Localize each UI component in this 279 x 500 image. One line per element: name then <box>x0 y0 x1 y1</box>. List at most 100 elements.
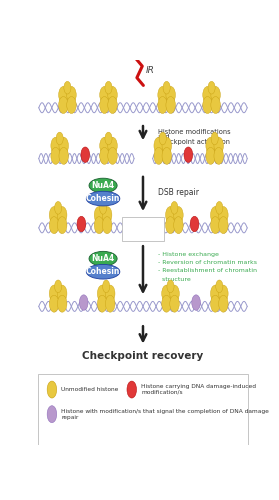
Circle shape <box>77 216 86 232</box>
Ellipse shape <box>89 178 117 193</box>
Circle shape <box>47 381 57 398</box>
Circle shape <box>57 285 67 302</box>
FancyBboxPatch shape <box>39 374 247 446</box>
Circle shape <box>203 96 212 114</box>
Circle shape <box>162 137 172 154</box>
Circle shape <box>174 216 183 234</box>
Circle shape <box>97 285 107 302</box>
Circle shape <box>211 206 220 224</box>
Circle shape <box>94 206 104 224</box>
Circle shape <box>211 132 218 145</box>
Circle shape <box>102 216 112 234</box>
Text: Histone with modification/s that signal the completion of DNA damage repair: Histone with modification/s that signal … <box>61 409 269 420</box>
Circle shape <box>166 86 175 104</box>
Circle shape <box>49 206 59 224</box>
Circle shape <box>211 216 220 234</box>
Circle shape <box>56 132 63 145</box>
Circle shape <box>216 202 223 214</box>
Circle shape <box>94 216 104 234</box>
Text: Histone modifications: Histone modifications <box>158 128 231 134</box>
Circle shape <box>55 280 62 292</box>
Circle shape <box>51 148 60 164</box>
Circle shape <box>59 148 68 164</box>
Circle shape <box>206 137 215 154</box>
Circle shape <box>174 206 183 224</box>
Circle shape <box>105 132 112 145</box>
Ellipse shape <box>86 192 120 206</box>
Circle shape <box>162 285 171 302</box>
Text: - Reestablishment of chromatin: - Reestablishment of chromatin <box>158 268 257 274</box>
Circle shape <box>211 86 220 104</box>
Text: Histone carrying DNA damage-induced modification/s: Histone carrying DNA damage-induced modi… <box>141 384 256 395</box>
Text: structure: structure <box>158 277 191 282</box>
Circle shape <box>57 206 67 224</box>
Circle shape <box>211 285 220 302</box>
Circle shape <box>49 285 59 302</box>
Ellipse shape <box>89 252 117 266</box>
Circle shape <box>59 86 68 104</box>
Circle shape <box>162 295 171 312</box>
Circle shape <box>57 295 67 312</box>
Circle shape <box>57 216 67 234</box>
Circle shape <box>105 82 112 94</box>
Circle shape <box>219 216 228 234</box>
Circle shape <box>105 285 115 302</box>
Circle shape <box>206 148 215 164</box>
Circle shape <box>219 295 228 312</box>
Circle shape <box>165 206 175 224</box>
Circle shape <box>211 295 220 312</box>
Circle shape <box>171 202 178 214</box>
Circle shape <box>170 295 179 312</box>
Bar <box>122 218 164 242</box>
Text: - Reversion of chromatin marks: - Reversion of chromatin marks <box>158 260 257 265</box>
Circle shape <box>166 96 175 114</box>
Circle shape <box>216 280 223 292</box>
Circle shape <box>67 96 76 114</box>
Circle shape <box>79 295 88 310</box>
Circle shape <box>55 202 62 214</box>
Circle shape <box>158 86 167 104</box>
Circle shape <box>49 216 59 234</box>
Text: IR: IR <box>146 66 154 74</box>
Text: - Histone exchange: - Histone exchange <box>158 252 219 256</box>
Circle shape <box>100 96 109 114</box>
Circle shape <box>108 137 117 154</box>
Circle shape <box>154 148 163 164</box>
Circle shape <box>154 137 163 154</box>
Circle shape <box>97 295 107 312</box>
Ellipse shape <box>86 264 120 279</box>
Circle shape <box>59 137 68 154</box>
Circle shape <box>214 137 223 154</box>
Circle shape <box>108 86 117 104</box>
Circle shape <box>108 148 117 164</box>
Text: Unmodified histone: Unmodified histone <box>61 387 119 392</box>
Circle shape <box>67 86 76 104</box>
Circle shape <box>219 206 228 224</box>
Circle shape <box>47 406 57 422</box>
Circle shape <box>127 381 136 398</box>
Circle shape <box>208 82 215 94</box>
Circle shape <box>167 280 174 292</box>
Text: and: and <box>158 134 171 140</box>
Circle shape <box>105 295 115 312</box>
Circle shape <box>51 137 60 154</box>
Circle shape <box>108 96 117 114</box>
Circle shape <box>184 147 193 162</box>
Text: checkpoint activarion: checkpoint activarion <box>158 140 230 145</box>
Circle shape <box>163 82 170 94</box>
Text: Cohesin: Cohesin <box>86 194 120 203</box>
Text: DSB repair: DSB repair <box>158 188 199 197</box>
Circle shape <box>49 295 59 312</box>
Text: Checkpoint recovery: Checkpoint recovery <box>82 352 204 362</box>
Circle shape <box>100 86 109 104</box>
Circle shape <box>64 82 71 94</box>
Text: NuA4: NuA4 <box>92 181 115 190</box>
Circle shape <box>158 96 167 114</box>
Text: NuA4: NuA4 <box>92 254 115 263</box>
Circle shape <box>102 206 112 224</box>
Circle shape <box>214 148 223 164</box>
Circle shape <box>190 216 199 232</box>
Circle shape <box>100 148 109 164</box>
Circle shape <box>81 147 90 162</box>
Circle shape <box>170 285 179 302</box>
